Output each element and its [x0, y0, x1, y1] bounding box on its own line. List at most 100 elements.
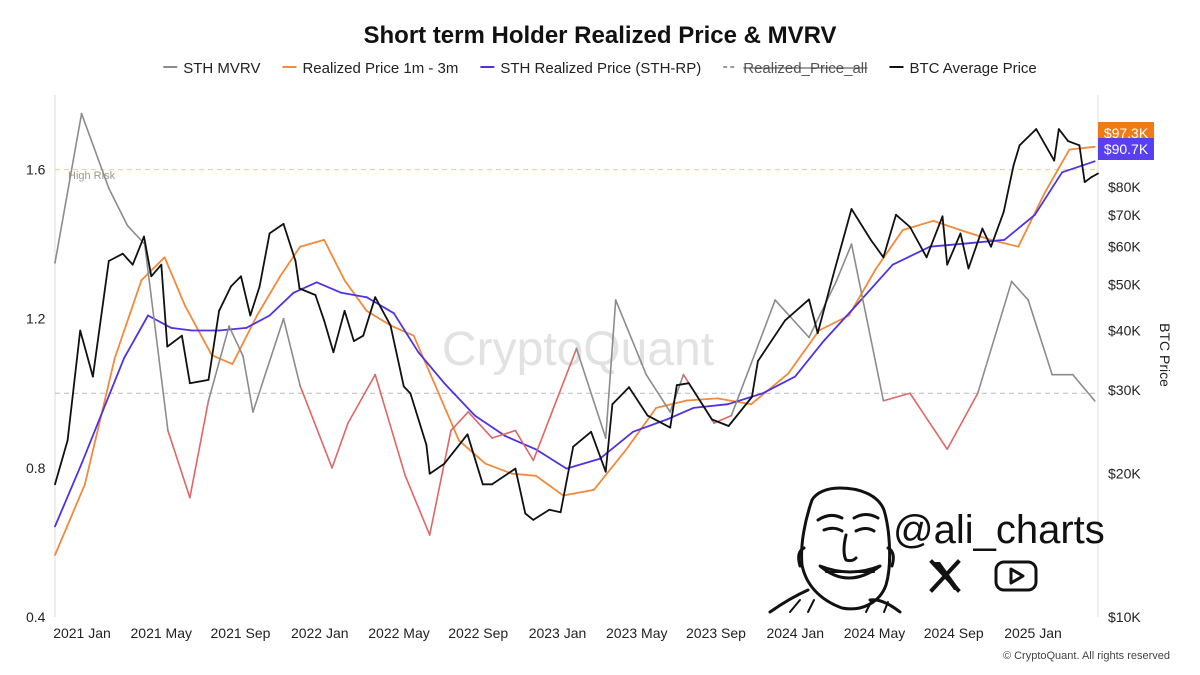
series-4-point	[925, 256, 928, 259]
series-0-point	[946, 448, 949, 451]
series-1-point	[932, 219, 935, 222]
series-0-segment	[1010, 280, 1030, 301]
series-4-point	[298, 287, 301, 290]
legend-item-3[interactable]: Realized_Price_all	[723, 60, 868, 77]
series-4-point	[611, 403, 614, 406]
x-tick-label: 2022 Sep	[448, 625, 508, 641]
series-4-point	[548, 508, 551, 511]
series-0-point	[450, 429, 452, 432]
series-4-point	[150, 275, 153, 278]
x-tick-label: 2021 Jan	[53, 625, 111, 641]
series-4-point	[79, 329, 82, 332]
series-0-segment	[450, 411, 470, 432]
series-0-point	[126, 224, 129, 227]
series-4-point	[218, 309, 220, 312]
series-4-point	[524, 512, 527, 515]
chart-legend: STH MVRV Realized Price 1m - 3m STH Realiz…	[163, 60, 1037, 77]
series-2-point	[443, 382, 446, 385]
right-tick-label: $60K	[1108, 239, 1141, 255]
x-tick-label: 2024 Sep	[924, 625, 984, 641]
x-tick-label: 2022 May	[368, 625, 429, 641]
series-2-point	[104, 403, 107, 406]
series-0-point	[808, 336, 810, 339]
series-0-segment	[428, 429, 452, 536]
series-4-point	[675, 384, 678, 387]
series-1-point	[83, 483, 86, 486]
series-1-point	[592, 488, 595, 491]
legend-item-4[interactable]: BTC Average Price	[889, 60, 1037, 77]
series-1-point	[959, 229, 962, 232]
x-tick-label: 2025 Jan	[1004, 625, 1062, 641]
series-4-point	[160, 263, 163, 266]
x-tick-label: 2023 Sep	[686, 625, 746, 641]
legend-item-2[interactable]: STH Realized Price (STH-RP)	[480, 60, 701, 77]
series-4-point	[909, 226, 911, 228]
series-0-point	[428, 534, 431, 536]
series-0-point	[575, 347, 578, 350]
series-4-point	[131, 263, 134, 266]
right-tick-label: $80K	[1108, 179, 1141, 195]
x-tick-label: 2023 Jan	[529, 625, 587, 641]
series-4-point	[628, 386, 630, 389]
series-4-point	[240, 275, 242, 278]
youtube-play-icon[interactable]	[994, 560, 1038, 592]
series-0-point	[850, 243, 853, 246]
series-0-point	[252, 411, 254, 413]
series-2-point	[170, 327, 173, 329]
legend-item-0[interactable]: STH MVRV	[163, 60, 260, 77]
series-1-point	[412, 334, 415, 337]
series-2-point	[632, 430, 634, 433]
legend-label: BTC Average Price	[909, 60, 1036, 77]
series-1-point	[458, 439, 460, 442]
series-0-segment	[282, 317, 301, 387]
series-4-point	[389, 324, 392, 327]
copyright-footer: © CryptoQuant. All rights reserved	[1003, 650, 1170, 662]
series-1-point	[113, 357, 116, 359]
series-2-point	[1061, 171, 1064, 174]
series-4-point	[1083, 181, 1086, 184]
series-4-point	[941, 215, 944, 218]
series-4-point	[981, 227, 984, 230]
reference-lines	[55, 169, 1098, 394]
left-tick-label: 0.8	[26, 460, 46, 476]
series-4-point	[869, 239, 872, 241]
series-1-point	[54, 554, 56, 556]
series-4-point	[816, 332, 819, 334]
series-1-point	[323, 239, 325, 241]
series-4-point	[180, 334, 183, 337]
series-4-point	[669, 426, 672, 429]
price-tag-text: $97.3K	[1104, 125, 1149, 141]
series-4-point	[750, 396, 753, 398]
series-0-segment	[252, 317, 285, 413]
series-0-point	[54, 261, 56, 264]
series-4-point	[323, 319, 325, 322]
x-logo-icon[interactable]	[929, 559, 961, 593]
series-1-point	[184, 305, 187, 308]
series-2-point	[1093, 160, 1096, 163]
series-1-point	[343, 279, 346, 282]
series-4-point	[282, 222, 285, 225]
series-0-point	[207, 399, 210, 402]
series-4-point	[258, 285, 261, 288]
series-4-point	[443, 462, 446, 465]
series-0-segment	[108, 187, 129, 227]
series-0-segment	[604, 299, 617, 439]
series-0-segment	[976, 280, 1013, 395]
series-0-point	[491, 437, 494, 439]
series-4-point	[166, 345, 169, 348]
right-axis: $10K $20K $30K $40K $50K $60K $70K $80K	[1108, 179, 1141, 625]
series-2-point	[123, 357, 125, 359]
series-4-point	[1067, 140, 1070, 143]
series-0-point	[532, 459, 535, 462]
series-1-point	[1093, 145, 1096, 148]
series-0-point	[299, 384, 302, 387]
legend-item-1[interactable]: Realized Price 1m - 3m	[282, 60, 458, 77]
series-0-point	[282, 317, 285, 320]
series-1-point	[484, 462, 487, 465]
series-2-point	[190, 329, 193, 332]
series-1-point	[535, 474, 537, 477]
series-0-segment	[850, 243, 885, 402]
series-2-point	[292, 291, 295, 294]
series-4-point	[850, 208, 853, 210]
series-0-point	[1027, 299, 1030, 301]
